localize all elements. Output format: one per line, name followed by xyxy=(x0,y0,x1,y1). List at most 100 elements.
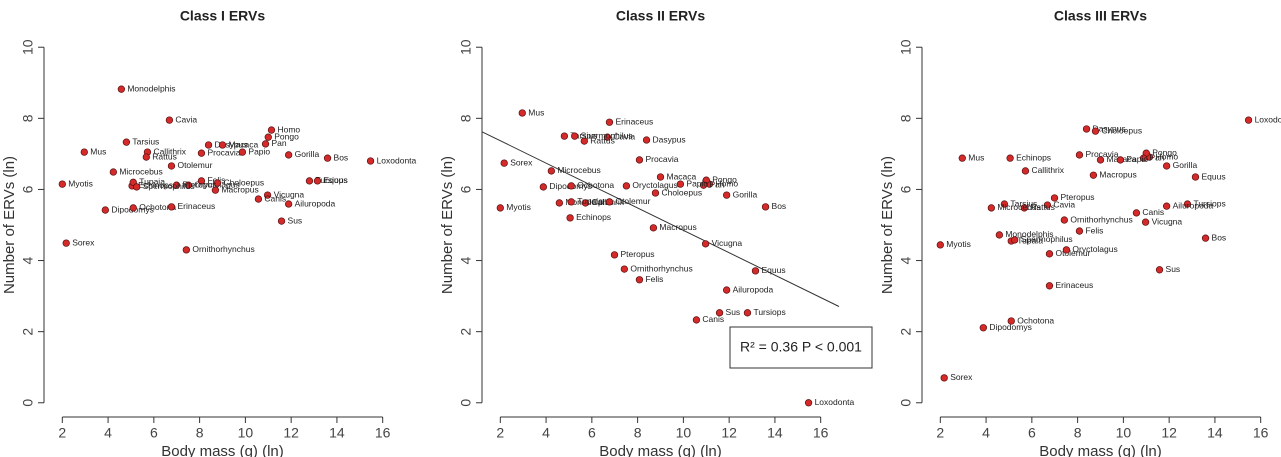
point-label: Equus xyxy=(1201,171,1225,181)
point-label: Ornithorhynchus xyxy=(630,263,692,273)
point-label: Sus xyxy=(726,307,741,317)
y-tick-label: 0 xyxy=(458,399,474,407)
point-label: Echinops xyxy=(1016,152,1051,162)
point-label: Dasypus xyxy=(653,134,686,144)
point-label: Ornithorhynchus xyxy=(1070,214,1132,224)
point-label: Choloepus xyxy=(1101,125,1142,135)
x-tick-label: 12 xyxy=(1161,425,1177,441)
data-point xyxy=(284,200,293,208)
data-point xyxy=(1007,317,1015,325)
data-point xyxy=(197,149,206,157)
data-point xyxy=(366,157,375,165)
x-tick-label: 12 xyxy=(721,425,737,441)
y-axis-label: Number of ERVs (ln) xyxy=(439,156,456,294)
point-label: Erinaceus xyxy=(615,116,653,126)
point-label: Tursiops xyxy=(753,307,785,317)
point-label: Rattus xyxy=(152,151,177,161)
data-point xyxy=(277,217,286,225)
point-label: Homo xyxy=(1155,151,1178,161)
data-point xyxy=(656,173,665,181)
point-label: Echinops xyxy=(138,180,173,190)
x-tick-label: 10 xyxy=(238,425,254,441)
data-point xyxy=(1006,154,1014,162)
data-point xyxy=(172,181,181,189)
data-point xyxy=(620,265,628,273)
point-label: Vicugna xyxy=(1152,216,1183,226)
x-tick-label: 14 xyxy=(1207,425,1223,441)
data-point xyxy=(129,204,137,212)
point-label: Microcebus xyxy=(997,202,1040,212)
data-point xyxy=(184,181,193,189)
y-tick-label: 6 xyxy=(20,185,36,193)
data-point xyxy=(101,206,109,214)
point-label: Pteropus xyxy=(183,179,217,189)
y-tick-label: 6 xyxy=(458,185,474,193)
data-point xyxy=(182,246,190,254)
regression-line xyxy=(481,131,840,307)
data-point xyxy=(1021,167,1030,175)
point-label: Papio xyxy=(686,178,708,188)
data-point xyxy=(1043,201,1052,209)
point-label: Ornithorhynchus xyxy=(192,244,254,254)
point-label: Bos xyxy=(334,152,349,162)
data-point xyxy=(642,136,651,144)
point-label: Gorilla xyxy=(295,149,320,159)
data-point xyxy=(313,177,322,185)
data-point xyxy=(958,154,966,162)
x-tick-label: 2 xyxy=(58,425,66,441)
data-point xyxy=(804,399,813,407)
data-point xyxy=(238,148,247,156)
data-point xyxy=(109,168,117,176)
y-axis-label: Number of ERVs (ln) xyxy=(1,156,18,294)
point-label: Gorilla xyxy=(733,189,758,199)
data-point xyxy=(1011,236,1019,244)
data-point xyxy=(213,179,222,187)
y-tick-label: 2 xyxy=(20,328,36,336)
y-tick-label: 2 xyxy=(458,328,474,336)
point-label: Ochotona xyxy=(1017,315,1054,325)
x-tick-label: 8 xyxy=(1074,425,1082,441)
point-label: Macropus xyxy=(1099,169,1136,179)
y-tick-label: 6 xyxy=(898,185,914,193)
data-point xyxy=(1091,127,1100,135)
point-label: Rattus xyxy=(1030,202,1055,212)
data-point xyxy=(80,148,88,156)
data-point xyxy=(165,116,174,124)
point-label: Sorex xyxy=(72,237,95,247)
point-label: Felis xyxy=(1085,225,1103,235)
data-point xyxy=(761,203,770,211)
data-point xyxy=(167,162,176,170)
point-label: Macropus xyxy=(659,222,696,232)
x-tick-label: 16 xyxy=(1253,425,1269,441)
point-label: Pteropus xyxy=(1061,192,1095,202)
point-label: Ochotona xyxy=(577,180,614,190)
point-label: Gorilla xyxy=(1173,160,1198,170)
point-label: Bos xyxy=(772,201,787,211)
annotation-box xyxy=(729,326,873,369)
data-point xyxy=(1000,200,1009,208)
data-point xyxy=(722,286,731,294)
data-point xyxy=(1139,154,1148,162)
point-label: Sus xyxy=(1166,264,1181,274)
point-label: Echinops xyxy=(576,212,611,222)
x-tick-label: 14 xyxy=(329,425,345,441)
y-tick-label: 10 xyxy=(20,39,36,55)
data-point xyxy=(1096,156,1105,164)
data-point xyxy=(567,182,575,190)
data-point xyxy=(323,154,332,162)
data-point xyxy=(1141,218,1150,226)
data-point xyxy=(1075,227,1084,235)
data-point xyxy=(204,141,213,149)
data-point xyxy=(500,159,508,167)
point-label: Choloepus xyxy=(223,177,264,187)
data-point xyxy=(995,231,1003,239)
point-label: Sorex xyxy=(510,157,533,167)
data-point xyxy=(1045,282,1054,290)
point-label: Microcebus xyxy=(557,165,600,175)
y-tick-label: 8 xyxy=(20,114,36,122)
point-label: Pan xyxy=(710,179,725,189)
point-label: Canis xyxy=(264,193,286,203)
chart-title: Class I ERVs xyxy=(180,8,266,24)
point-label: Pongo xyxy=(1152,147,1177,157)
data-point xyxy=(142,153,150,161)
